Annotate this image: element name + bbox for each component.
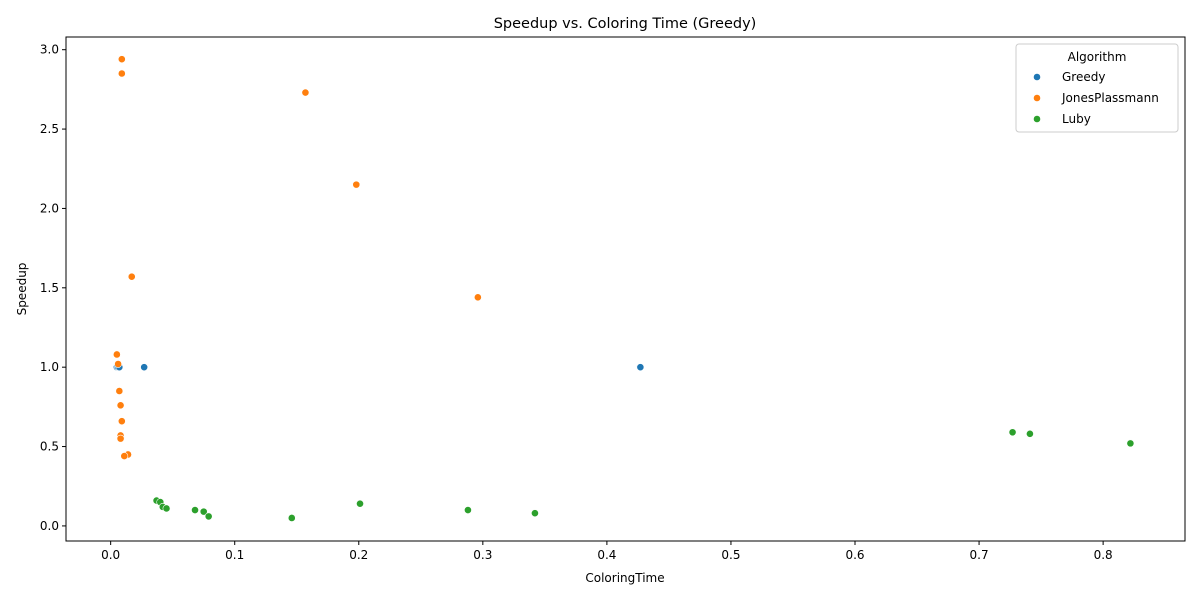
x-tick-label: 0.3 (473, 548, 492, 562)
legend-items: Greedy JonesPlassmann Luby (1033, 70, 1159, 126)
legend-marker-greedy (1033, 73, 1041, 81)
point-jonesplassmann (114, 360, 123, 368)
x-tick-label: 0.1 (225, 548, 244, 562)
x-tick-label: 0.0 (101, 548, 120, 562)
point-luby (1126, 439, 1135, 448)
y-axis: 0.0 0.5 1.0 1.5 2.0 2.5 3.0 (40, 43, 66, 533)
data-points (112, 55, 1135, 522)
y-tick-label: 3.0 (40, 43, 59, 57)
legend-label-greedy: Greedy (1062, 70, 1105, 84)
point-luby (204, 512, 213, 521)
y-tick-label: 1.5 (40, 281, 59, 295)
x-axis: 0.0 0.1 0.2 0.3 0.4 0.5 0.6 0.7 0.8 (101, 541, 1113, 562)
y-tick-label: 0.0 (40, 519, 59, 533)
point-jonesplassmann (301, 88, 310, 97)
x-tick-label: 0.6 (845, 548, 864, 562)
point-luby (199, 507, 208, 516)
plot-area: 0.0 0.1 0.2 0.3 0.4 0.5 0.6 0.7 0.8 0.0 0.5 1.0 1.5… (40, 36, 1186, 562)
point-jonesplassmann (352, 180, 361, 189)
legend-label-luby: Luby (1062, 112, 1091, 126)
point-jonesplassmann (117, 55, 126, 64)
point-jonesplassmann (117, 417, 126, 426)
point-luby (531, 509, 539, 518)
x-tick-label: 0.8 (1094, 548, 1113, 562)
legend-marker-luby (1033, 115, 1041, 123)
point-jonesplassmann (473, 293, 482, 302)
point-jonesplassmann (117, 69, 126, 78)
point-luby (1026, 429, 1034, 438)
y-tick-label: 0.5 (40, 440, 59, 454)
y-tick-label: 1.0 (40, 360, 59, 374)
x-tick-label: 0.4 (597, 548, 616, 562)
x-tick-label: 0.2 (349, 548, 368, 562)
point-jonesplassmann (120, 452, 129, 460)
legend: Algorithm Greedy JonesPlassmann Luby (1015, 43, 1179, 133)
legend-title: Algorithm (1068, 50, 1127, 64)
legend-frame (1015, 43, 1179, 133)
point-jonesplassmann (116, 434, 125, 443)
point-luby (464, 506, 472, 514)
x-axis-title: ColoringTime (585, 571, 664, 585)
point-luby (191, 506, 199, 514)
y-axis-title: Speedup (15, 263, 29, 316)
chart-title: Speedup vs. Coloring Time (Greedy) (494, 16, 757, 32)
x-tick-label: 0.7 (970, 548, 989, 562)
y-tick-label: 2.5 (40, 122, 59, 136)
point-luby (1008, 428, 1017, 437)
point-jonesplassmann (116, 401, 125, 410)
point-jonesplassmann (115, 387, 124, 395)
point-greedy (140, 363, 149, 372)
y-tick-label: 2.0 (40, 201, 59, 215)
point-luby (287, 514, 296, 522)
legend-marker-jonesplassmann (1033, 94, 1041, 102)
point-luby (356, 499, 364, 508)
axes-frame (65, 36, 1186, 542)
legend-label-jonesplassmann: JonesPlassmann (1061, 91, 1159, 105)
point-jonesplassmann (127, 272, 136, 281)
x-tick-label: 0.5 (721, 548, 740, 562)
point-jonesplassmann (112, 350, 121, 359)
point-greedy (636, 363, 645, 372)
point-luby (162, 504, 171, 513)
